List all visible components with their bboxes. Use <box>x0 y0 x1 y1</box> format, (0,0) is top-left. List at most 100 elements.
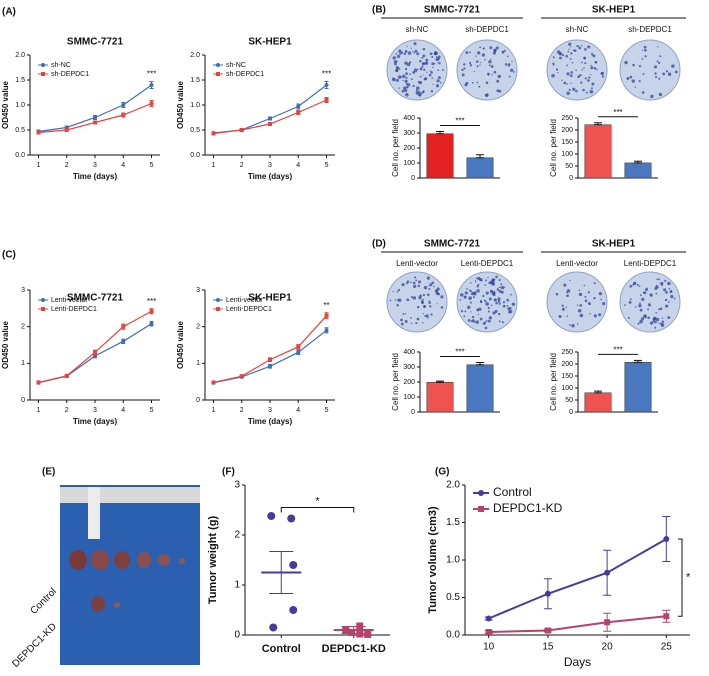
y-tick-label: 0.0 <box>15 152 25 159</box>
y-tick-label: 200 <box>403 145 415 152</box>
colony <box>663 288 667 292</box>
colony <box>665 291 668 294</box>
y-tick-label: 1.5 <box>15 77 25 84</box>
legend-label: Control <box>493 485 532 499</box>
colony <box>598 291 603 296</box>
colony <box>476 60 479 63</box>
colony <box>395 53 398 55</box>
y-axis-label: Cell no. per field <box>549 119 558 177</box>
colony <box>658 92 663 97</box>
colony <box>569 279 571 282</box>
colony <box>417 306 420 309</box>
colony <box>389 299 392 302</box>
colony <box>419 59 422 63</box>
colony <box>629 75 633 79</box>
x-tick-label: 2 <box>240 407 244 414</box>
colony <box>467 305 471 310</box>
colony <box>576 44 579 48</box>
y-tick-label: 300 <box>403 364 415 371</box>
dish <box>619 271 681 333</box>
x-tick-label: 1 <box>212 407 216 414</box>
colony <box>487 310 490 313</box>
colony <box>422 312 424 315</box>
bar <box>624 162 652 179</box>
colony <box>423 68 426 71</box>
x-tick-label: 5 <box>325 407 329 414</box>
colony <box>578 292 583 297</box>
colony <box>484 93 489 97</box>
colony <box>480 61 482 64</box>
colony <box>659 282 661 284</box>
colony <box>499 286 502 289</box>
marker <box>268 122 272 126</box>
colony <box>413 51 416 54</box>
colony <box>583 56 587 60</box>
colony <box>490 65 494 68</box>
colony <box>557 71 559 74</box>
colony <box>421 299 423 302</box>
colony <box>402 79 404 82</box>
colony <box>585 91 588 94</box>
colony <box>552 62 555 65</box>
colony <box>475 55 477 57</box>
colony <box>589 313 591 315</box>
colony <box>417 68 419 71</box>
colony <box>656 278 658 280</box>
colony <box>658 308 660 311</box>
colony <box>565 54 569 58</box>
marker <box>93 350 97 355</box>
colony <box>461 73 465 77</box>
colony <box>469 61 472 65</box>
colony <box>476 308 479 311</box>
colony <box>641 58 644 60</box>
colony <box>578 289 581 292</box>
y-tick-label: 0.5 <box>15 127 25 134</box>
colony <box>655 292 658 295</box>
colony <box>667 281 671 286</box>
colony <box>510 68 514 72</box>
x-tick-label: 5 <box>325 162 329 169</box>
colony <box>473 70 475 73</box>
colony <box>429 305 432 308</box>
colony <box>670 289 673 292</box>
colony <box>471 293 473 296</box>
colony <box>471 81 474 84</box>
colony <box>401 89 405 93</box>
colony <box>482 322 486 325</box>
colony <box>413 284 417 289</box>
colony <box>661 320 665 323</box>
marker <box>64 373 69 378</box>
colony <box>428 285 430 287</box>
colony <box>476 289 480 293</box>
colony <box>490 304 493 307</box>
colony <box>464 291 468 295</box>
colony <box>425 314 429 318</box>
colony <box>629 284 633 288</box>
x-tick-label: 1 <box>37 162 41 169</box>
colony <box>627 316 630 319</box>
colony <box>580 61 583 64</box>
colony <box>464 310 467 313</box>
colony <box>412 70 416 74</box>
y-tick-label: 0.5 <box>446 592 460 603</box>
legend-label: Lenti-DEPDC1 <box>226 306 272 313</box>
colony <box>576 304 579 307</box>
colony <box>561 79 563 82</box>
x-axis-label: Time (days) <box>248 417 293 426</box>
colony <box>593 67 597 70</box>
y-tick-label: 1 <box>234 580 240 591</box>
colony <box>581 45 583 47</box>
marker <box>485 615 492 622</box>
colony <box>415 86 420 91</box>
colony <box>659 307 663 311</box>
legend-label: sh-DEPDC1 <box>226 71 264 78</box>
colony <box>396 54 401 59</box>
colony <box>600 298 603 301</box>
colony <box>489 58 492 61</box>
colony <box>495 46 499 50</box>
colony <box>639 308 643 312</box>
x-tick-label: 2 <box>65 162 69 169</box>
legend-label: Lenti-vector <box>226 297 263 304</box>
significance-label: * <box>686 572 691 584</box>
x-axis-label: Time (days) <box>73 172 118 181</box>
